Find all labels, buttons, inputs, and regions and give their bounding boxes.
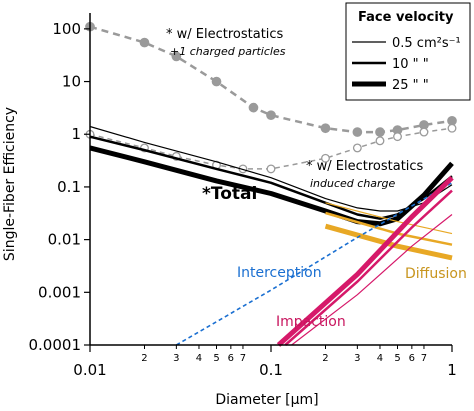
point-electrostatic-charged-1 <box>139 37 150 48</box>
annotation-impaction: Impaction <box>276 314 346 330</box>
x-minor-tick-label-4: 6 <box>228 353 234 364</box>
point-electrostatic-induced-8 <box>375 136 385 146</box>
point-electrostatic-induced-9 <box>393 132 402 142</box>
x-minor-tick-label-5: 7 <box>240 353 246 364</box>
series-electrostatic-induced <box>89 127 453 170</box>
annotation-induced-charge: induced charge <box>310 177 396 190</box>
legend-label-2: 25 " " <box>392 78 429 93</box>
point-electrostatic-charged-3 <box>211 76 222 87</box>
legend-label-1: 10 " " <box>392 57 429 72</box>
series-diffusion-0.5 <box>325 202 453 235</box>
y-tick-label-6: 0.0001 <box>29 336 82 354</box>
x-minor-tick-label-9: 5 <box>394 353 400 364</box>
x-tick-label-0: 0.01 <box>73 361 106 379</box>
series-impaction-10 <box>284 189 453 346</box>
point-electrostatic-charged-2 <box>171 51 182 62</box>
y-tick-label-5: 0.001 <box>38 283 81 301</box>
y-tick-label-2: 1 <box>71 125 81 143</box>
point-electrostatic-induced-6 <box>321 153 330 163</box>
x-axis-title: Diameter [µm] <box>215 392 318 408</box>
point-electrostatic-charged-11 <box>447 115 457 126</box>
annotation-total: *Total <box>202 184 257 204</box>
x-tick-label-2: 1 <box>447 361 457 379</box>
series-layer <box>85 21 457 347</box>
legend: Face velocity 0.5 cm²s⁻¹ 10 " " 25 " " <box>345 2 471 101</box>
point-electrostatic-charged-6 <box>320 123 331 134</box>
annotation-electrostatics-induced: * w/ Electrostatics <box>306 159 424 174</box>
x-minor-tick-label-10: 6 <box>409 353 415 364</box>
point-electrostatic-induced-10 <box>419 127 429 137</box>
x-minor-tick-label-11: 7 <box>421 353 427 364</box>
y-tick-label-4: 0.01 <box>48 231 81 249</box>
y-axis-title: Single-Fiber Efficiency <box>2 107 18 261</box>
x-minor-tick-label-3: 5 <box>213 353 219 364</box>
series-impaction-0.5 <box>291 214 453 346</box>
x-minor-tick-label-6: 2 <box>322 353 328 364</box>
legend-title: Face velocity <box>358 10 454 25</box>
series-diffusion-25 <box>324 223 453 261</box>
x-tick-label-1: 0.1 <box>259 361 283 379</box>
x-minor-tick-label-0: 2 <box>141 353 147 364</box>
y-tick-label-0: 100 <box>52 20 81 38</box>
x-minor-tick-label-7: 3 <box>354 353 360 364</box>
point-electrostatic-induced-11 <box>447 123 457 133</box>
annotation-charged-particles: +1 charged particles <box>170 45 286 58</box>
point-electrostatic-induced-7 <box>352 143 362 153</box>
annotation-diffusion: Diffusion <box>405 266 467 282</box>
point-electrostatic-charged-7 <box>352 127 363 137</box>
point-electrostatic-charged-4 <box>248 102 259 113</box>
y-tick-label-1: 10 <box>62 73 81 91</box>
x-minor-tick-label-2: 4 <box>196 353 202 364</box>
y-tick-label-3: 0.1 <box>57 178 81 196</box>
point-electrostatic-charged-8 <box>375 127 385 137</box>
annotation-interception: Interception <box>237 265 322 281</box>
x-minor-tick-label-8: 4 <box>377 353 383 364</box>
x-minor-tick-label-1: 3 <box>173 353 179 364</box>
legend-label-0: 0.5 cm²s⁻¹ <box>392 36 461 51</box>
series-impaction-25 <box>276 175 454 347</box>
point-electrostatic-induced-5 <box>266 164 276 174</box>
point-electrostatic-charged-5 <box>266 110 276 121</box>
annotation-electrostatics-charged: * w/ Electrostatics <box>166 27 284 42</box>
